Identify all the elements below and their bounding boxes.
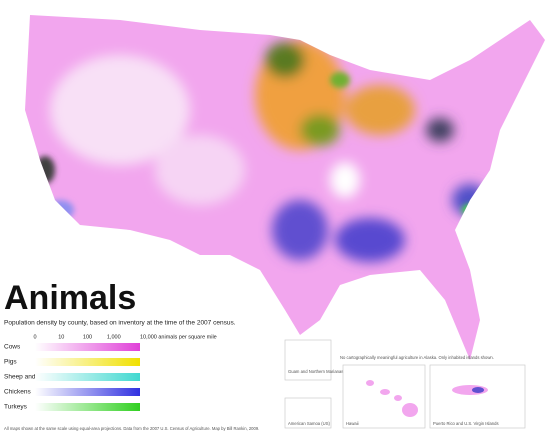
inset-frame bbox=[429, 364, 526, 429]
scale-label: 100 bbox=[83, 334, 92, 340]
inset-frame bbox=[284, 397, 332, 429]
legend-swatch bbox=[35, 343, 140, 351]
legend-swatch bbox=[35, 373, 140, 381]
alaska-note: No cartographically meaningful agricultu… bbox=[340, 355, 494, 360]
legend-swatch bbox=[35, 403, 140, 411]
puerto-rico bbox=[452, 385, 488, 395]
inset-label: Puerto Rico and U.S. Virgin Islands bbox=[433, 421, 499, 426]
legend-label: Chickens bbox=[4, 389, 31, 396]
inset-label: American Samoa (US) bbox=[288, 421, 330, 426]
legend-label: Pigs bbox=[4, 359, 17, 366]
scale-label: 10 bbox=[58, 334, 64, 340]
map-subtitle: Population density by county, based on i… bbox=[4, 320, 236, 327]
legend-swatch bbox=[35, 388, 140, 396]
scale-label: 0 bbox=[33, 334, 36, 340]
legend-label: Turkeys bbox=[4, 404, 28, 411]
inset-frame bbox=[284, 339, 332, 381]
legend: 0 10 100 1,000 10,000 animals per square mil… bbox=[4, 334, 217, 411]
inset-frame bbox=[342, 364, 426, 429]
scale-label: 10,000 animals per square mile bbox=[140, 334, 217, 340]
inset-label: Guam and Northern Marianas bbox=[288, 369, 343, 374]
scale-label: 1,000 bbox=[107, 334, 121, 340]
map-title: Animals bbox=[4, 279, 136, 317]
inset-label: Hawaii bbox=[346, 421, 359, 426]
hawaii-islands bbox=[366, 380, 418, 417]
legend-swatch bbox=[35, 358, 140, 366]
footer: All maps shown at the same scale using e… bbox=[4, 426, 259, 431]
legend-label: Cows bbox=[4, 344, 21, 351]
legend-label: Sheep and Goats bbox=[4, 374, 55, 381]
